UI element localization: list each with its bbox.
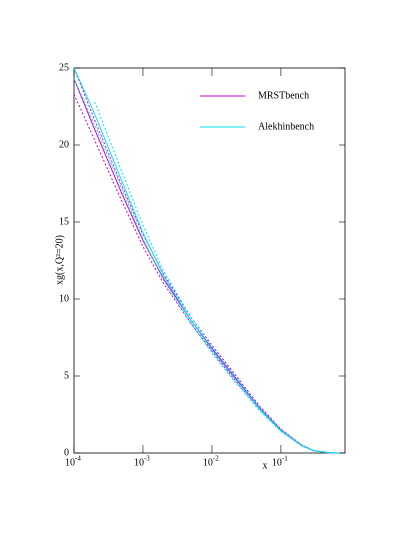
x-tick-label: 10 <box>65 457 75 468</box>
plot-frame <box>73 67 346 454</box>
error-band-lower <box>73 78 340 454</box>
x-tick-exponent: -2 <box>213 455 219 463</box>
x-tick-label: 10 <box>203 457 213 468</box>
x-tick-label: 10 <box>134 457 144 468</box>
y-axis-label: xg(x,Q²=20) <box>54 235 65 285</box>
x-tick-label: 10 <box>272 457 282 468</box>
series-line <box>73 67 340 454</box>
x-tick-exponent: -4 <box>75 455 81 463</box>
legend-label: Alekhinbench <box>258 121 314 132</box>
x-axis-label: x <box>263 460 268 471</box>
y-tick-label: 10 <box>59 293 69 304</box>
y-tick-label: 5 <box>64 370 69 381</box>
legend-label: MRSTbench <box>258 90 309 101</box>
error-band-upper <box>94 101 340 454</box>
y-tick-label: 0 <box>64 447 69 458</box>
error-band-lower <box>73 93 340 454</box>
y-tick-label: 20 <box>59 139 69 150</box>
y-tick-label: 15 <box>59 216 69 227</box>
x-tick-exponent: -1 <box>282 455 288 463</box>
x-tick-exponent: -3 <box>144 455 150 463</box>
series-line <box>73 78 340 454</box>
y-tick-label: 25 <box>59 62 69 73</box>
